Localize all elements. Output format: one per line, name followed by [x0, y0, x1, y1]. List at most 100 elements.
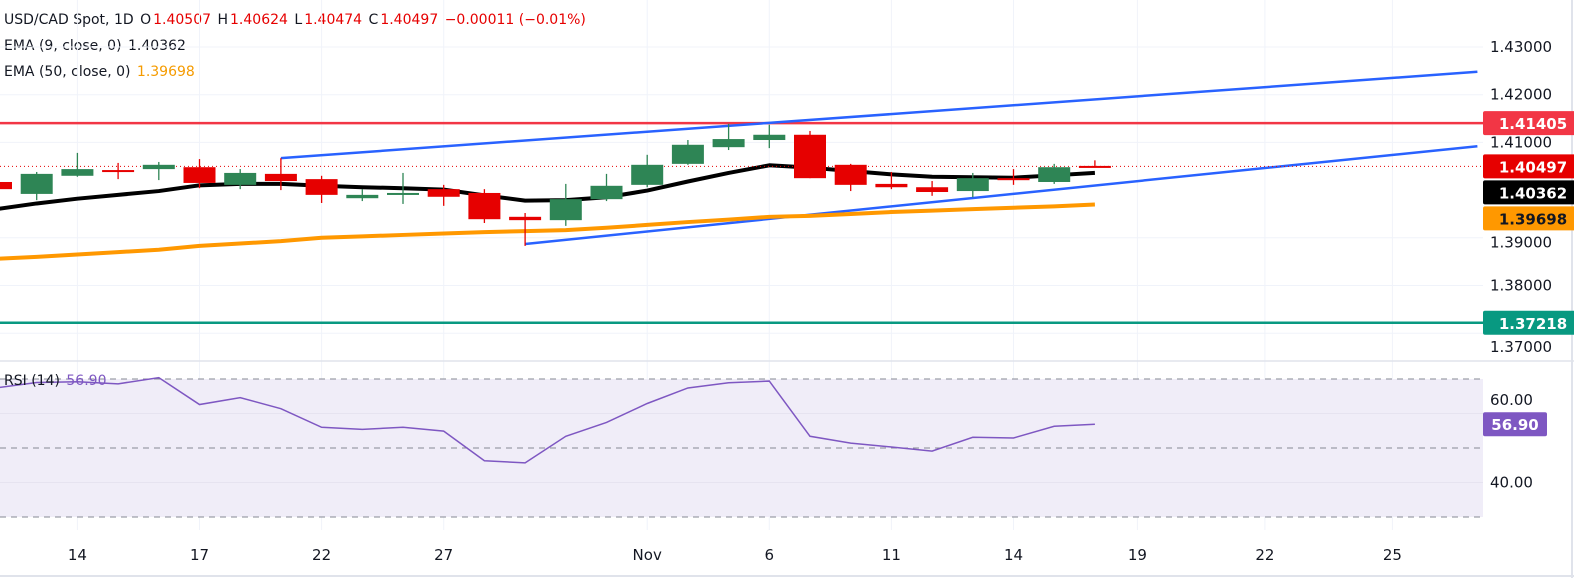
- candle: [0, 181, 12, 190]
- rsi-value-badge: 56.90: [1483, 412, 1547, 437]
- rsi-tick-label: 40.00: [1490, 474, 1533, 492]
- candle-body: [264, 173, 297, 182]
- candle-body: [183, 167, 216, 183]
- candle-body: [1078, 165, 1111, 168]
- candle: [387, 172, 419, 204]
- time-tick-label: 19: [1128, 546, 1147, 564]
- time-tick-label: Nov: [633, 546, 662, 564]
- close-price-badge: 1.40497: [1483, 154, 1574, 179]
- candle: [427, 184, 460, 206]
- candle: [956, 172, 989, 198]
- price-tick-label: 1.39000: [1490, 233, 1552, 251]
- price-tick-label: 1.37000: [1490, 338, 1552, 356]
- ema9-price-badge-text: 1.40362: [1499, 184, 1567, 202]
- ohlc-legend: USD/CAD Spot, 1D O 1.40507 H 1.40624 L 1.40…: [4, 12, 588, 28]
- candle-body: [427, 189, 460, 197]
- time-tick-label: 14: [68, 546, 87, 564]
- candle-body: [753, 134, 786, 141]
- ema9-line: [0, 163, 1096, 211]
- candle: [346, 189, 379, 202]
- candle: [834, 163, 867, 192]
- ema50-price-badge-text: 1.39698: [1499, 210, 1567, 228]
- candle-body: [590, 185, 623, 200]
- resistance-price-badge-text: 1.41405: [1499, 115, 1567, 133]
- close-label: C: [368, 12, 379, 28]
- rsi-label: RSI (14): [4, 373, 60, 389]
- ema50-price-badge-bg: [1483, 206, 1574, 231]
- ema9-value: 1.40362: [128, 38, 186, 54]
- candle: [509, 212, 542, 246]
- support-price-badge-bg: [1483, 310, 1574, 335]
- ema50-label: EMA (50, close, 0): [4, 64, 131, 80]
- rsi-line: [0, 376, 1095, 464]
- candle-body: [834, 164, 867, 185]
- price-tick-label: 1.43000: [1490, 38, 1552, 56]
- candle: [631, 154, 664, 188]
- candle: [1078, 160, 1111, 168]
- time-tick-label: 27: [434, 546, 453, 564]
- candle: [712, 123, 745, 151]
- candle: [305, 175, 338, 203]
- close-price-badge-bg: [1483, 154, 1574, 179]
- upper-channel-trendline: [280, 70, 1478, 160]
- ema50-price-badge: 1.39698: [1483, 206, 1574, 231]
- candle-body: [916, 187, 949, 193]
- ema50-value: 1.39698: [136, 64, 195, 80]
- candle-body: [224, 172, 257, 185]
- candle: [997, 169, 1030, 185]
- candle: [875, 171, 908, 190]
- resistance-price-badge: 1.41405: [1483, 111, 1574, 136]
- rsi-value: 56.90: [66, 373, 107, 389]
- resistance-price-badge-bg: [1483, 111, 1574, 136]
- ema50-line: [0, 202, 1095, 261]
- candle-body: [346, 194, 379, 199]
- candle: [20, 171, 53, 201]
- candle: [468, 189, 501, 224]
- candle: [916, 181, 949, 196]
- low-label: L: [294, 12, 303, 28]
- price-tick-label: 1.42000: [1490, 86, 1552, 104]
- candle: [1038, 163, 1071, 184]
- ema9-label: EMA (9, close, 0): [4, 38, 122, 54]
- candle-body: [794, 134, 826, 179]
- time-tick-label: 25: [1383, 546, 1402, 564]
- candle-body: [956, 178, 989, 192]
- candle-body: [142, 164, 175, 170]
- open-label: O: [140, 12, 152, 28]
- low-value: 1.40474: [304, 12, 363, 28]
- candle-body: [671, 144, 704, 164]
- high-label: H: [217, 12, 229, 28]
- candle-body: [875, 183, 908, 188]
- close-price-badge-text: 1.40497: [1499, 158, 1567, 176]
- time-tick-label: 17: [190, 546, 209, 564]
- candle-body: [631, 164, 664, 185]
- price-tick-label: 1.41000: [1490, 133, 1552, 151]
- symbol-title: USD/CAD Spot, 1D: [4, 12, 134, 28]
- candle-body: [468, 192, 501, 220]
- change-value: −0.00011 (−0.01%): [444, 12, 586, 28]
- candle: [794, 130, 826, 179]
- candle-body: [712, 139, 745, 148]
- ema9-price-badge: 1.40362: [1483, 180, 1574, 205]
- support-price-badge: 1.37218: [1483, 310, 1574, 335]
- candle-body: [387, 192, 419, 195]
- price-tick-label: 1.38000: [1490, 277, 1552, 295]
- candle-body: [20, 173, 53, 194]
- candle-body: [305, 179, 338, 195]
- time-tick-label: 6: [765, 546, 775, 564]
- candle: [671, 140, 704, 165]
- rsi-value-badge-bg: [1483, 412, 1547, 437]
- candle: [590, 173, 623, 202]
- time-tick-label: 14: [1004, 546, 1023, 564]
- close-value: 1.40497: [380, 12, 439, 28]
- candle: [142, 161, 175, 181]
- candle-body: [997, 178, 1030, 181]
- candle: [753, 124, 786, 149]
- ema9-legend: EMA (9, close, 0) 1.40362: [4, 38, 188, 54]
- candle: [224, 169, 257, 190]
- high-value: 1.40624: [230, 12, 288, 28]
- candle-body: [509, 216, 542, 221]
- candle: [183, 159, 216, 189]
- open-value: 1.40507: [153, 12, 212, 28]
